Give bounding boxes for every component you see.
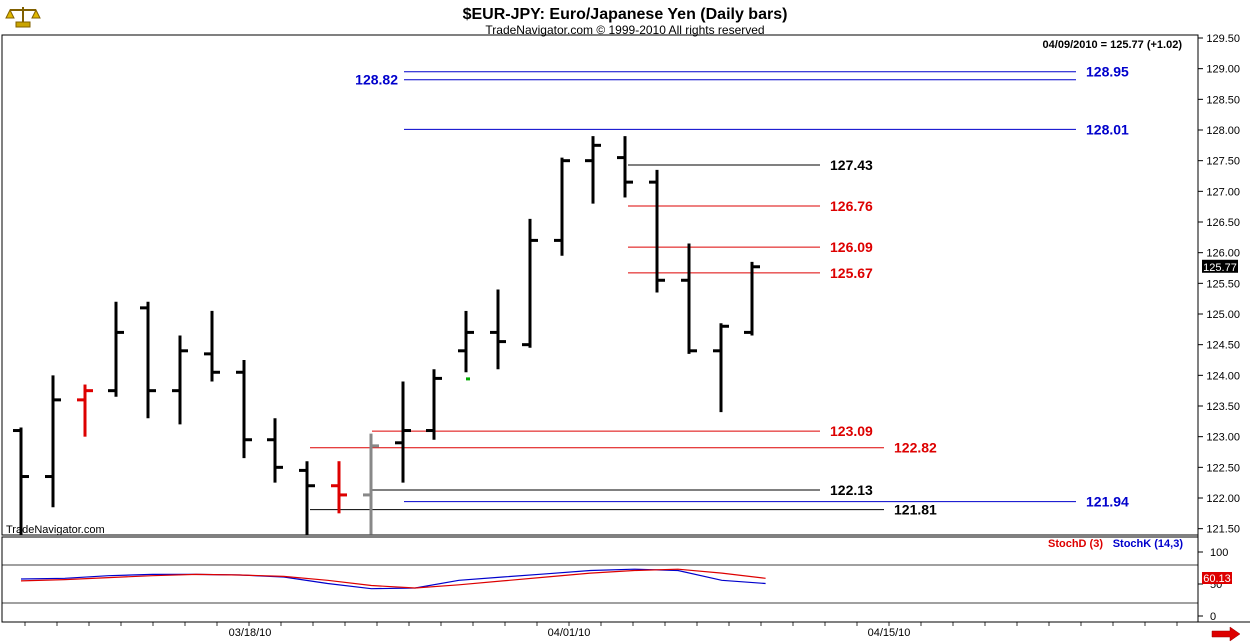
ohlc-bar: [395, 381, 411, 483]
ohlc-bars: [13, 136, 760, 535]
stoch-tick-label: 0: [1210, 611, 1216, 623]
stoch-value-tag: 60.13: [1202, 572, 1232, 585]
level-label: 123.09: [830, 423, 873, 439]
price-tick-label: 129.00: [1206, 64, 1240, 76]
level-label: 128.82: [355, 72, 398, 88]
ohlc-bar: [204, 310, 220, 382]
watermark: TradeNavigator.com: [6, 524, 105, 536]
ohlc-bar: [490, 289, 506, 370]
ohlc-bar: [426, 369, 442, 440]
price-tick-label: 128.00: [1206, 125, 1240, 137]
ohlc-bar: [13, 427, 29, 535]
level-label: 122.13: [830, 482, 873, 498]
ohlc-bar: [649, 169, 665, 293]
price-tick-label: 127.50: [1206, 156, 1240, 168]
stoch-tick-label: 100: [1210, 547, 1228, 559]
signal-marker: [466, 377, 470, 381]
price-tick-label: 128.50: [1206, 94, 1240, 106]
price-tick-label: 125.00: [1206, 309, 1240, 321]
level-label: 126.09: [830, 239, 873, 255]
level-label: 128.95: [1086, 64, 1129, 80]
date-tick-label: 03/18/10: [229, 627, 272, 639]
level-lines: 128.95 128.82 128.01 127.43 126.76 126.09 125.…: [310, 64, 1129, 518]
level-label: 122.82: [894, 440, 937, 456]
stochk-label: StochK (14,3): [1113, 538, 1184, 550]
ohlc-bar: [713, 323, 729, 413]
ohlc-bar: [458, 310, 474, 373]
ohlc-bar: [617, 136, 633, 198]
ohlc-bar: [744, 261, 760, 336]
ohlc-bar: [108, 301, 124, 397]
stochastic-lines: [2, 564, 1198, 604]
price-axis: 129.50 129.00 128.50 128.00 127.50 127.00 126.…: [1198, 33, 1240, 536]
price-tick-label: 124.00: [1206, 370, 1240, 382]
stochk-line: [20, 568, 766, 590]
price-tick-label: 129.50: [1206, 33, 1240, 45]
price-tick-label: 124.50: [1206, 340, 1240, 352]
price-tick-label: 126.50: [1206, 217, 1240, 229]
ohlc-bar: [236, 360, 252, 459]
ohlc-bar: [140, 301, 156, 419]
level-label: 128.01: [1086, 121, 1129, 137]
stochd-label: StochD (3): [1048, 538, 1103, 550]
ohlc-bar: [363, 433, 379, 535]
level-label: 121.81: [894, 502, 937, 518]
ohlc-bar: [681, 243, 697, 354]
last-price-tag: 125.77: [1202, 259, 1238, 274]
ohlc-bar: [331, 461, 347, 514]
scales-logo-icon: [5, 7, 41, 28]
level-label: 121.94: [1086, 494, 1129, 510]
level-label: 127.43: [830, 157, 873, 173]
date-tick-label: 04/01/10: [548, 627, 591, 639]
price-tick-label: 127.00: [1206, 186, 1240, 198]
price-panel: [1, 34, 1199, 536]
ohlc-bar: [585, 136, 601, 204]
price-tick-label: 122.50: [1206, 462, 1240, 474]
level-label: 125.67: [830, 265, 873, 281]
chart-subtitle: TradeNavigator.com © 1999-2010 All right…: [485, 23, 764, 37]
price-tick-label: 123.50: [1206, 401, 1240, 413]
chart-title: $EUR-JPY: Euro/Japanese Yen (Daily bars): [463, 6, 788, 23]
ohlc-bar: [77, 384, 93, 437]
date-axis: 03/18/10 04/01/10 04/15/10: [24, 622, 1178, 639]
ohlc-bar: [522, 218, 538, 348]
level-label: 126.76: [830, 198, 873, 214]
stochd-line: [20, 568, 766, 589]
price-tick-label: 125.50: [1206, 278, 1240, 290]
svg-text:125.77: 125.77: [1203, 262, 1237, 274]
price-tick-label: 122.00: [1206, 493, 1240, 505]
ohlc-bar: [554, 157, 570, 256]
price-tick-label: 121.50: [1206, 524, 1240, 536]
price-tick-label: 126.00: [1206, 248, 1240, 260]
svg-text:60.13: 60.13: [1203, 573, 1231, 585]
ohlc-bar: [45, 375, 61, 508]
indicator-panel: [1, 536, 1199, 623]
scroll-right-arrow-icon[interactable]: [1211, 626, 1241, 642]
date-tick-label: 04/15/10: [868, 627, 911, 639]
price-tick-label: 123.00: [1206, 432, 1240, 444]
ohlc-bar: [299, 461, 315, 535]
ohlc-bar: [267, 418, 283, 483]
ohlc-bar: [172, 335, 188, 425]
quote-readout: 04/09/2010 = 125.77 (+1.02): [1043, 39, 1183, 51]
